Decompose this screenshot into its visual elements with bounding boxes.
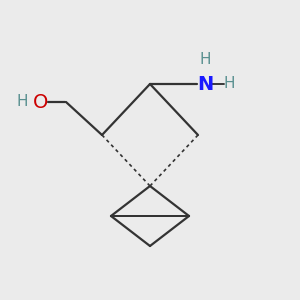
Text: N: N — [197, 74, 214, 94]
Text: H: H — [224, 76, 235, 92]
Text: H: H — [17, 94, 28, 110]
Text: O: O — [33, 92, 48, 112]
Text: H: H — [200, 52, 211, 68]
